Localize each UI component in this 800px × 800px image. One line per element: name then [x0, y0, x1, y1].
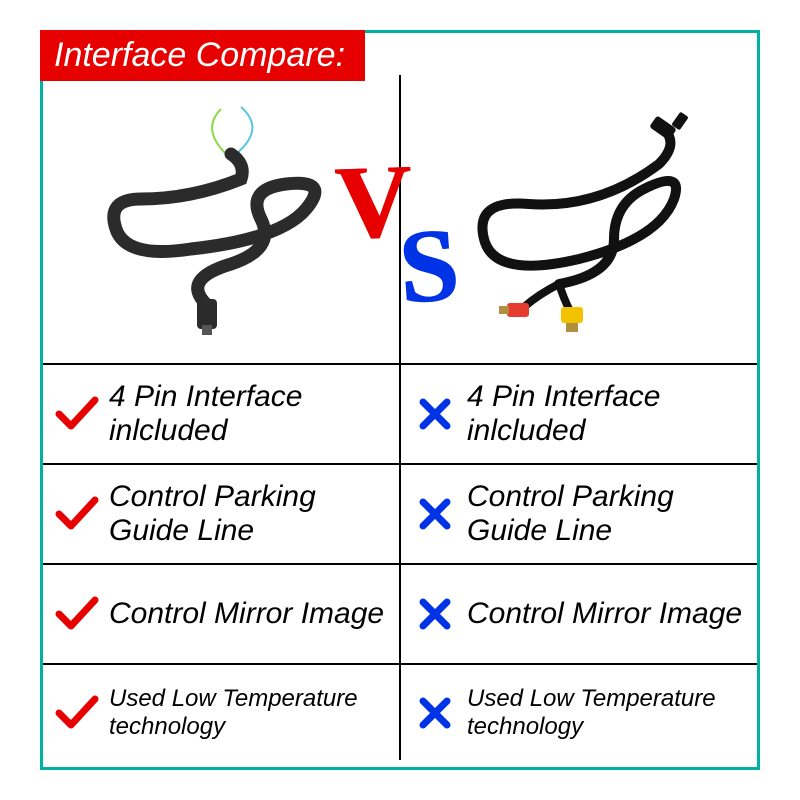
feature-text: Control Parking Guide Line: [109, 480, 399, 549]
cross-icon: [413, 396, 457, 432]
four-pin-cable-icon: [71, 99, 371, 339]
feature-text: 4 Pin Interface inlcluded: [467, 380, 757, 449]
right-product-cell: [401, 75, 757, 363]
feature-cell-right: Control Parking Guide Line: [401, 465, 757, 563]
feature-row: Used Low Temperature technology Used Low …: [43, 665, 757, 760]
check-icon: [55, 594, 99, 634]
feature-cell-left: 4 Pin Interface inlcluded: [43, 365, 401, 463]
rca-cable-icon: [429, 99, 729, 339]
feature-row: Control Mirror Image Control Mirror Image: [43, 565, 757, 665]
feature-cell-right: Control Mirror Image: [401, 565, 757, 663]
feature-text: Control Mirror Image: [467, 597, 742, 632]
feature-row: 4 Pin Interface inlcluded 4 Pin Interface…: [43, 365, 757, 465]
feature-cell-left: Control Mirror Image: [43, 565, 401, 663]
cross-icon: [413, 596, 457, 632]
left-product-cell: [43, 75, 401, 363]
compare-table: VS: [40, 30, 760, 770]
feature-text: Control Parking Guide Line: [467, 480, 757, 549]
feature-rows: 4 Pin Interface inlcluded 4 Pin Interface…: [43, 365, 757, 760]
feature-cell-right: Used Low Temperature technology: [401, 665, 757, 760]
cross-icon: [413, 496, 457, 532]
cross-icon: [413, 695, 457, 731]
feature-cell-left: Control Parking Guide Line: [43, 465, 401, 563]
feature-text: 4 Pin Interface inlcluded: [109, 380, 399, 449]
check-icon: [55, 394, 99, 434]
check-icon: [55, 693, 99, 733]
title-banner: Interface Compare:: [40, 30, 365, 81]
feature-cell-right: 4 Pin Interface inlcluded: [401, 365, 757, 463]
feature-text: Used Low Temperature technology: [467, 685, 757, 740]
feature-text: Control Mirror Image: [109, 597, 384, 632]
product-image-row: [43, 75, 757, 365]
check-icon: [55, 494, 99, 534]
feature-cell-left: Used Low Temperature technology: [43, 665, 401, 760]
feature-row: Control Parking Guide Line Control Parkin…: [43, 465, 757, 565]
feature-text: Used Low Temperature technology: [109, 685, 399, 740]
